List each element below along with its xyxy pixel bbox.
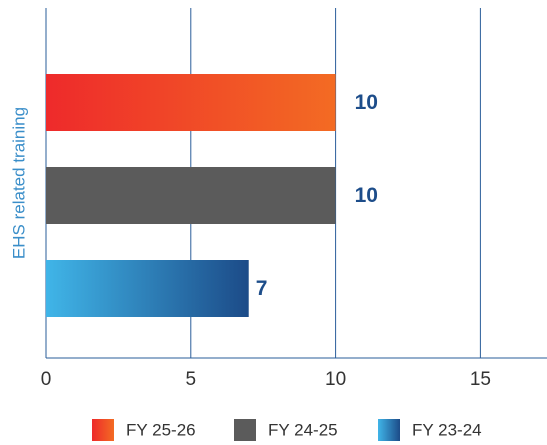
- y-axis-title: EHS related training: [9, 107, 28, 259]
- legend-swatch: [234, 419, 256, 441]
- x-tick-label: 10: [325, 369, 346, 390]
- x-tick-label: 15: [470, 369, 491, 390]
- legend-label: FY 23-24: [412, 420, 482, 439]
- legend-swatch: [378, 419, 400, 441]
- bar: [46, 167, 336, 224]
- bar: [46, 260, 249, 317]
- value-label: 10: [355, 184, 378, 207]
- legend-swatch: [92, 419, 114, 441]
- bar: [46, 74, 336, 131]
- x-tick-label: 0: [41, 369, 52, 390]
- value-label: 7: [256, 277, 268, 300]
- legend-label: FY 24-25: [268, 420, 338, 439]
- legend-label: FY 25-26: [126, 420, 196, 439]
- x-tick-label: 5: [186, 369, 197, 390]
- value-label: 10: [355, 91, 378, 114]
